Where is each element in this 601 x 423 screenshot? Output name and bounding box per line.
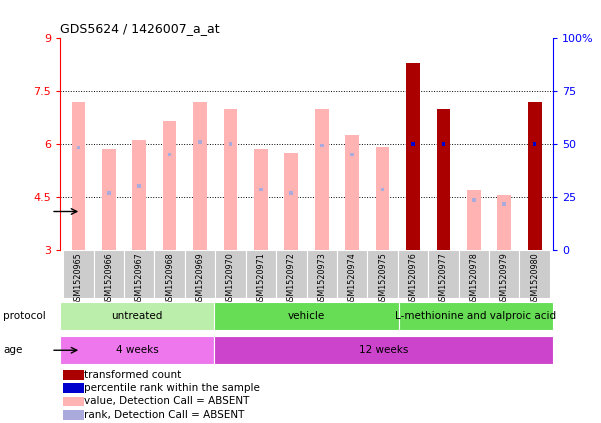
Text: transformed count: transformed count — [84, 370, 182, 380]
Bar — [63, 410, 84, 420]
FancyBboxPatch shape — [214, 336, 553, 364]
Text: GSM1520968: GSM1520968 — [165, 252, 174, 306]
Bar — [315, 109, 329, 250]
Bar — [411, 142, 415, 146]
Text: GSM1520965: GSM1520965 — [74, 252, 83, 306]
FancyBboxPatch shape — [63, 250, 94, 298]
FancyBboxPatch shape — [154, 250, 185, 298]
Bar — [198, 140, 202, 144]
Bar — [168, 153, 171, 156]
Bar — [63, 383, 84, 393]
Text: GSM1520976: GSM1520976 — [409, 252, 418, 306]
Text: GSM1520966: GSM1520966 — [105, 252, 113, 306]
Bar — [224, 109, 237, 250]
FancyBboxPatch shape — [60, 336, 214, 364]
Text: GSM1520973: GSM1520973 — [317, 252, 326, 306]
FancyBboxPatch shape — [246, 250, 276, 298]
Bar — [502, 202, 506, 206]
Bar — [498, 195, 511, 250]
Bar — [406, 63, 420, 250]
Text: rank, Detection Call = ABSENT: rank, Detection Call = ABSENT — [84, 410, 245, 420]
FancyBboxPatch shape — [276, 250, 307, 298]
Text: L-methionine and valproic acid: L-methionine and valproic acid — [395, 311, 557, 321]
Bar — [138, 184, 141, 188]
Bar — [193, 102, 207, 250]
Text: 4 weeks: 4 weeks — [116, 345, 159, 355]
FancyBboxPatch shape — [215, 250, 246, 298]
Text: GSM1520969: GSM1520969 — [195, 252, 204, 306]
FancyBboxPatch shape — [60, 302, 214, 330]
Bar — [284, 153, 298, 250]
Bar — [63, 370, 84, 380]
Bar — [72, 102, 85, 250]
Text: 12 weeks: 12 weeks — [359, 345, 408, 355]
Bar — [346, 135, 359, 250]
Text: GSM1520967: GSM1520967 — [135, 252, 144, 306]
Bar — [63, 397, 84, 406]
Text: GSM1520975: GSM1520975 — [378, 252, 387, 306]
Bar — [254, 149, 267, 250]
FancyBboxPatch shape — [428, 250, 459, 298]
Text: age: age — [3, 345, 22, 355]
Bar — [528, 102, 542, 250]
Bar — [107, 192, 111, 195]
Bar — [290, 192, 293, 195]
Text: GSM1520971: GSM1520971 — [257, 252, 266, 306]
Bar — [76, 146, 80, 149]
Text: GDS5624 / 1426007_a_at: GDS5624 / 1426007_a_at — [60, 22, 220, 36]
Bar — [259, 188, 263, 192]
FancyBboxPatch shape — [399, 302, 553, 330]
Bar — [436, 109, 450, 250]
Text: GSM1520979: GSM1520979 — [500, 252, 508, 306]
Text: vehicle: vehicle — [288, 311, 325, 321]
Text: untreated: untreated — [111, 311, 163, 321]
FancyBboxPatch shape — [367, 250, 398, 298]
Text: GSM1520980: GSM1520980 — [530, 252, 539, 306]
Bar — [350, 153, 354, 156]
FancyBboxPatch shape — [307, 250, 337, 298]
FancyBboxPatch shape — [337, 250, 367, 298]
FancyBboxPatch shape — [519, 250, 550, 298]
Bar — [381, 188, 385, 192]
Text: GSM1520977: GSM1520977 — [439, 252, 448, 306]
FancyBboxPatch shape — [398, 250, 428, 298]
Text: percentile rank within the sample: percentile rank within the sample — [84, 383, 260, 393]
FancyBboxPatch shape — [489, 250, 519, 298]
Bar — [102, 149, 115, 250]
Text: GSM1520974: GSM1520974 — [347, 252, 356, 306]
Text: value, Detection Call = ABSENT: value, Detection Call = ABSENT — [84, 396, 250, 407]
Bar — [320, 144, 323, 147]
Bar — [442, 142, 445, 146]
Text: GSM1520970: GSM1520970 — [226, 252, 235, 306]
Text: protocol: protocol — [3, 311, 46, 321]
Text: GSM1520978: GSM1520978 — [469, 252, 478, 306]
FancyBboxPatch shape — [94, 250, 124, 298]
Bar — [376, 147, 389, 250]
Bar — [163, 121, 177, 250]
Bar — [472, 198, 475, 202]
Bar — [533, 142, 537, 146]
FancyBboxPatch shape — [185, 250, 215, 298]
Text: GSM1520972: GSM1520972 — [287, 252, 296, 306]
FancyBboxPatch shape — [124, 250, 154, 298]
Bar — [228, 142, 232, 146]
FancyBboxPatch shape — [459, 250, 489, 298]
Bar — [467, 190, 481, 250]
FancyBboxPatch shape — [214, 302, 399, 330]
Bar — [132, 140, 146, 250]
